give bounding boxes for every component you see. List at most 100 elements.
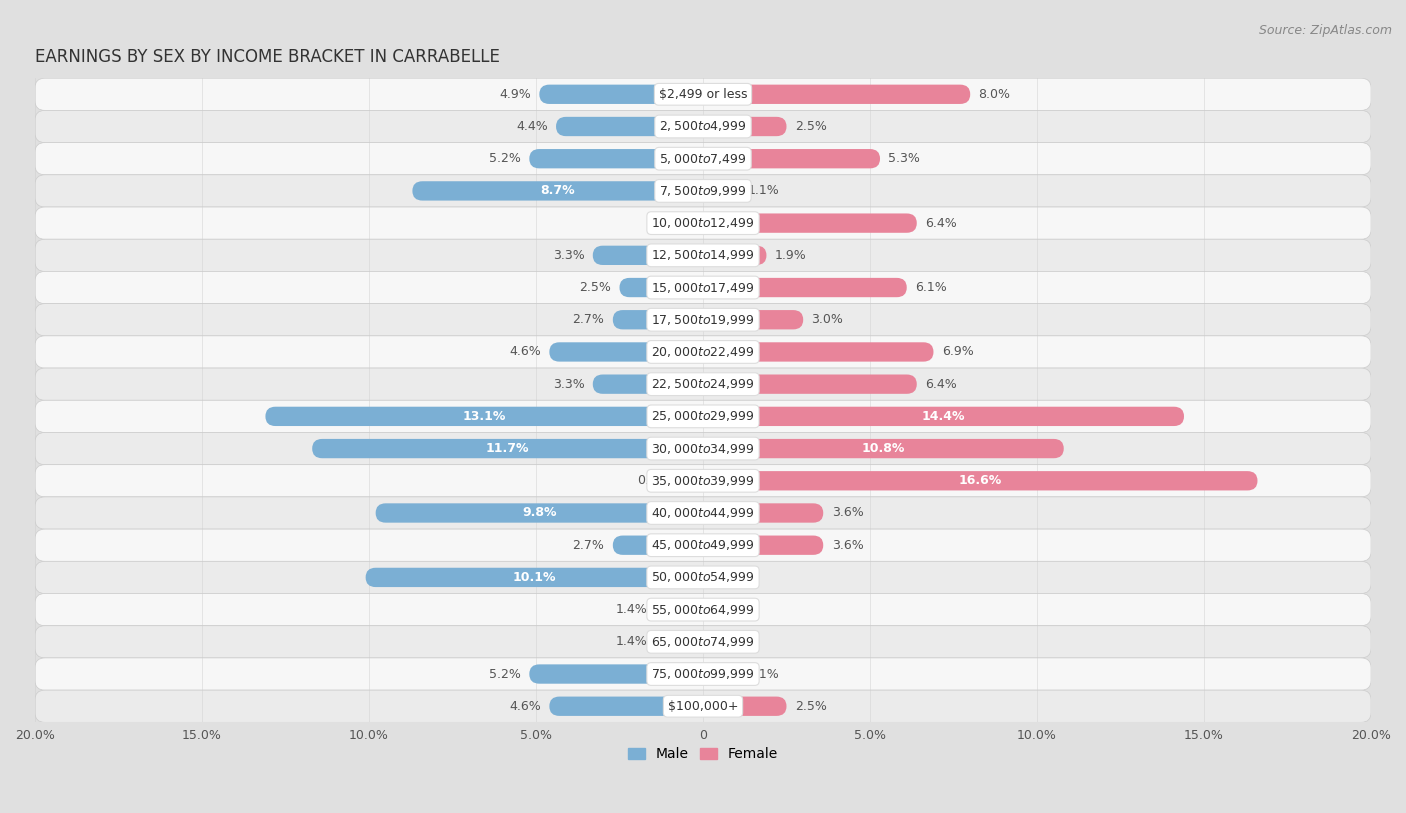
FancyBboxPatch shape xyxy=(703,342,934,362)
Text: 10.8%: 10.8% xyxy=(862,442,905,455)
Text: 6.1%: 6.1% xyxy=(915,281,946,294)
FancyBboxPatch shape xyxy=(540,85,703,104)
Text: $45,000 to $49,999: $45,000 to $49,999 xyxy=(651,538,755,552)
Text: 3.0%: 3.0% xyxy=(811,313,844,326)
Text: $15,000 to $17,499: $15,000 to $17,499 xyxy=(651,280,755,294)
FancyBboxPatch shape xyxy=(35,433,1371,465)
FancyBboxPatch shape xyxy=(703,697,786,716)
Text: 0.0%: 0.0% xyxy=(713,603,745,616)
Text: $20,000 to $22,499: $20,000 to $22,499 xyxy=(651,345,755,359)
FancyBboxPatch shape xyxy=(35,561,1371,593)
Text: 1.4%: 1.4% xyxy=(616,603,648,616)
FancyBboxPatch shape xyxy=(703,85,970,104)
Text: 4.9%: 4.9% xyxy=(499,88,531,101)
FancyBboxPatch shape xyxy=(35,529,1371,561)
Text: 3.3%: 3.3% xyxy=(553,378,585,391)
FancyBboxPatch shape xyxy=(620,278,703,298)
Text: 14.4%: 14.4% xyxy=(922,410,966,423)
FancyBboxPatch shape xyxy=(685,471,703,490)
FancyBboxPatch shape xyxy=(703,214,917,233)
FancyBboxPatch shape xyxy=(375,503,703,523)
FancyBboxPatch shape xyxy=(35,626,1371,658)
Text: $2,499 or less: $2,499 or less xyxy=(659,88,747,101)
Text: 3.6%: 3.6% xyxy=(831,539,863,552)
FancyBboxPatch shape xyxy=(703,471,1257,490)
Text: 2.5%: 2.5% xyxy=(579,281,612,294)
FancyBboxPatch shape xyxy=(35,78,1371,111)
FancyBboxPatch shape xyxy=(35,111,1371,142)
FancyBboxPatch shape xyxy=(529,149,703,168)
FancyBboxPatch shape xyxy=(593,375,703,393)
Text: $17,500 to $19,999: $17,500 to $19,999 xyxy=(651,313,755,327)
Text: 1.1%: 1.1% xyxy=(748,185,780,198)
FancyBboxPatch shape xyxy=(35,593,1371,626)
Text: 8.0%: 8.0% xyxy=(979,88,1011,101)
Text: $2,500 to $4,999: $2,500 to $4,999 xyxy=(659,120,747,133)
Text: EARNINGS BY SEX BY INCOME BRACKET IN CARRABELLE: EARNINGS BY SEX BY INCOME BRACKET IN CAR… xyxy=(35,47,499,66)
Text: 5.2%: 5.2% xyxy=(489,667,522,680)
Text: $12,500 to $14,999: $12,500 to $14,999 xyxy=(651,248,755,263)
FancyBboxPatch shape xyxy=(703,406,1184,426)
Text: 1.4%: 1.4% xyxy=(616,635,648,648)
Text: $40,000 to $44,999: $40,000 to $44,999 xyxy=(651,506,755,520)
FancyBboxPatch shape xyxy=(35,175,1371,207)
FancyBboxPatch shape xyxy=(35,303,1371,336)
Text: $25,000 to $29,999: $25,000 to $29,999 xyxy=(651,410,755,424)
Text: 3.3%: 3.3% xyxy=(553,249,585,262)
Text: $10,000 to $12,499: $10,000 to $12,499 xyxy=(651,216,755,230)
Text: 2.5%: 2.5% xyxy=(794,700,827,713)
FancyBboxPatch shape xyxy=(35,658,1371,690)
Text: 13.1%: 13.1% xyxy=(463,410,506,423)
FancyBboxPatch shape xyxy=(703,117,786,136)
Text: 6.9%: 6.9% xyxy=(942,346,973,359)
FancyBboxPatch shape xyxy=(35,497,1371,529)
Text: $75,000 to $99,999: $75,000 to $99,999 xyxy=(651,667,755,681)
Text: $65,000 to $74,999: $65,000 to $74,999 xyxy=(651,635,755,649)
FancyBboxPatch shape xyxy=(312,439,703,459)
Text: 11.7%: 11.7% xyxy=(486,442,529,455)
Text: 6.4%: 6.4% xyxy=(925,378,957,391)
Text: 3.6%: 3.6% xyxy=(831,506,863,520)
FancyBboxPatch shape xyxy=(35,336,1371,368)
Text: 4.6%: 4.6% xyxy=(509,346,541,359)
Text: Source: ZipAtlas.com: Source: ZipAtlas.com xyxy=(1258,24,1392,37)
Text: $55,000 to $64,999: $55,000 to $64,999 xyxy=(651,602,755,616)
Text: $22,500 to $24,999: $22,500 to $24,999 xyxy=(651,377,755,391)
Text: $7,500 to $9,999: $7,500 to $9,999 xyxy=(659,184,747,198)
FancyBboxPatch shape xyxy=(35,239,1371,272)
Text: 0.0%: 0.0% xyxy=(713,635,745,648)
FancyBboxPatch shape xyxy=(35,368,1371,400)
FancyBboxPatch shape xyxy=(593,246,703,265)
Text: 1.9%: 1.9% xyxy=(775,249,807,262)
Text: $30,000 to $34,999: $30,000 to $34,999 xyxy=(651,441,755,455)
Text: 4.6%: 4.6% xyxy=(509,700,541,713)
FancyBboxPatch shape xyxy=(366,567,703,587)
FancyBboxPatch shape xyxy=(35,400,1371,433)
FancyBboxPatch shape xyxy=(555,117,703,136)
FancyBboxPatch shape xyxy=(703,181,740,201)
Text: 10.1%: 10.1% xyxy=(513,571,555,584)
Text: 8.7%: 8.7% xyxy=(540,185,575,198)
Text: $50,000 to $54,999: $50,000 to $54,999 xyxy=(651,571,755,585)
Text: 2.5%: 2.5% xyxy=(794,120,827,133)
Text: 2.7%: 2.7% xyxy=(572,539,605,552)
FancyBboxPatch shape xyxy=(412,181,703,201)
FancyBboxPatch shape xyxy=(35,142,1371,175)
FancyBboxPatch shape xyxy=(703,503,824,523)
Text: 4.4%: 4.4% xyxy=(516,120,548,133)
Text: 0.0%: 0.0% xyxy=(661,216,693,229)
FancyBboxPatch shape xyxy=(657,633,703,651)
FancyBboxPatch shape xyxy=(35,272,1371,303)
FancyBboxPatch shape xyxy=(703,310,803,329)
Text: $100,000+: $100,000+ xyxy=(668,700,738,713)
FancyBboxPatch shape xyxy=(613,310,703,329)
FancyBboxPatch shape xyxy=(703,664,740,684)
FancyBboxPatch shape xyxy=(550,697,703,716)
Text: 0.54%: 0.54% xyxy=(637,474,676,487)
FancyBboxPatch shape xyxy=(550,342,703,362)
FancyBboxPatch shape xyxy=(266,406,703,426)
FancyBboxPatch shape xyxy=(703,278,907,298)
Text: 2.7%: 2.7% xyxy=(572,313,605,326)
FancyBboxPatch shape xyxy=(703,536,824,554)
FancyBboxPatch shape xyxy=(657,600,703,620)
